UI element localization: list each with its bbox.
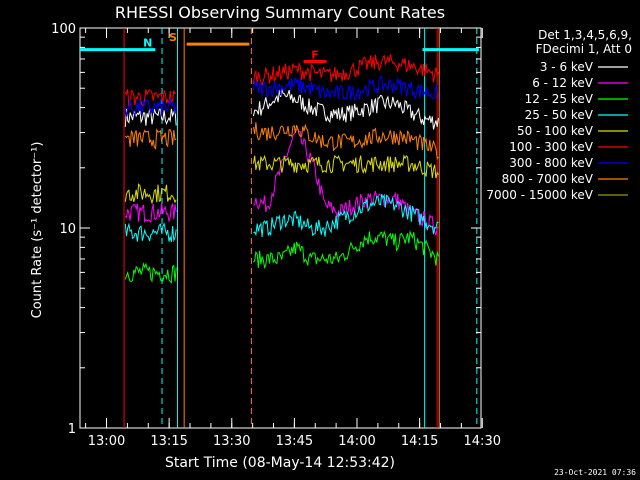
x-axis: 13:00 13:15 13:30 13:45 14:00 14:15 14:30	[85, 28, 501, 449]
y-axis: 1 10 100	[51, 22, 481, 437]
legend-label: 50 - 100 keV	[517, 124, 594, 138]
x-tick-label: 13:30	[213, 434, 250, 449]
legend: Det 1,3,4,5,6,9, FDecimi 1, Att 0 3 - 6 …	[486, 28, 632, 202]
annotation-label-n: N	[143, 37, 152, 50]
x-tick-label: 14:15	[401, 434, 438, 449]
legend-label: 25 - 50 keV	[525, 108, 594, 122]
y-tick-label: 100	[51, 22, 76, 37]
series-trace-800-7000-kev	[124, 122, 439, 160]
y-tick-label: 10	[59, 222, 76, 237]
legend-label: 800 - 7000 keV	[502, 172, 594, 186]
chart-title: RHESSI Observing Summary Count Rates	[115, 3, 445, 22]
series-trace-50-100-kev	[124, 154, 439, 205]
chart-marks: N S F	[80, 28, 479, 428]
x-tick-label: 13:00	[88, 434, 125, 449]
annotation-label-f: F	[311, 48, 319, 61]
x-tick-label: 14:00	[338, 434, 375, 449]
legend-label: 6 - 12 keV	[532, 76, 594, 90]
legend-label: 100 - 300 keV	[509, 140, 593, 154]
y-tick-label: 1	[68, 422, 76, 437]
series-trace-100-300-kev	[124, 54, 439, 109]
legend-label: 12 - 25 keV	[525, 92, 594, 106]
x-axis-label: Start Time (08-May-14 12:53:42)	[165, 455, 395, 471]
legend-header-line-2: FDecimi 1, Att 0	[536, 42, 632, 56]
y-axis-label: Count Rate (s⁻¹ detector⁻¹)	[30, 142, 45, 319]
series-trace-300-800-kev	[124, 76, 439, 117]
x-tick-label: 13:15	[150, 434, 187, 449]
x-tick-label: 14:30	[464, 434, 501, 449]
legend-label: 7000 - 15000 keV	[486, 188, 593, 202]
legend-header-line-1: Det 1,3,4,5,6,9,	[538, 28, 632, 42]
annotation-label-s: S	[169, 31, 177, 44]
series-trace-25-50-kev	[124, 193, 439, 243]
footer-timestamp: 23-Oct-2021 07:36	[554, 468, 636, 477]
legend-label: 300 - 800 keV	[509, 156, 593, 170]
legend-label: 3 - 6 keV	[540, 60, 594, 74]
x-tick-label: 13:45	[276, 434, 313, 449]
series-trace-12-25-kev	[124, 230, 439, 284]
